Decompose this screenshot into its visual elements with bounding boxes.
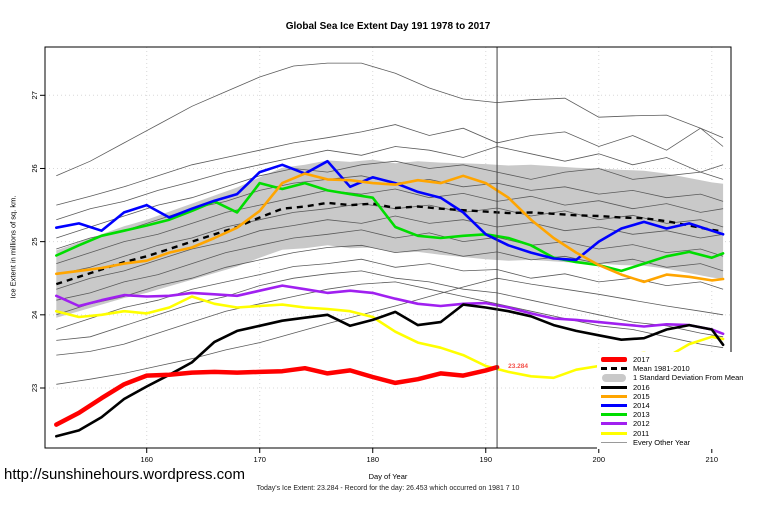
site-url: http://sunshinehours.wordpress.com: [4, 466, 245, 483]
legend-label: Every Other Year: [633, 437, 691, 447]
series-line-2012: [54, 284, 725, 336]
background-year-line: [56, 62, 724, 177]
legend-label: 2013: [633, 410, 650, 420]
background-year-line: [56, 244, 724, 316]
y-axis-label: Ice Extent in millions of sq. km.: [8, 195, 18, 299]
series-line-2013: [54, 181, 725, 273]
legend-item-1-standard-deviation-from-mean: 1 Standard Deviation From Mean: [601, 373, 743, 382]
legend-label: 2015: [633, 391, 650, 401]
background-year-line: [56, 270, 724, 341]
y-tick-label: 23: [30, 384, 39, 392]
legend-label: 2014: [633, 401, 650, 411]
background-year-line: [56, 277, 724, 385]
legend-item-2015: 2015: [601, 392, 743, 401]
legend-item-2017: 2017: [601, 355, 743, 364]
x-tick-label: 170: [253, 455, 266, 464]
background-year-line: [56, 229, 724, 301]
background-year-line: [56, 188, 724, 264]
legend-item-2016: 2016: [601, 383, 743, 392]
legend-label: Mean 1981-2010: [633, 364, 690, 374]
mean-line: [55, 201, 724, 286]
y-tick-label: 27: [30, 91, 39, 99]
background-year-line: [56, 215, 724, 290]
background-year-line: [56, 124, 724, 206]
legend-label: 2012: [633, 419, 650, 429]
legend-label: 2016: [633, 382, 650, 392]
legend-swatch-icon: [601, 385, 627, 389]
legend-swatch-icon: [601, 441, 627, 443]
y-tick-label: 26: [30, 164, 39, 172]
legend: 2017 Mean 1981-2010 1 Standard Deviation F…: [597, 352, 748, 449]
legend-swatch-icon: [601, 394, 627, 398]
x-axis-label: Day of Year: [368, 472, 408, 481]
legend-label: 1 Standard Deviation From Mean: [633, 373, 744, 383]
legend-item-2012: 2012: [601, 419, 743, 428]
legend-item-2011: 2011: [601, 429, 743, 438]
legend-swatch-icon: [601, 422, 627, 426]
legend-item-2014: 2014: [601, 401, 743, 410]
legend-swatch-icon: [601, 413, 627, 417]
series-line-2014: [54, 159, 725, 262]
caption-today-extent: Today's Ice Extent: 23.284 - Record for …: [256, 485, 520, 492]
legend-swatch-icon: [601, 404, 627, 408]
series-line-2017: [54, 364, 500, 427]
legend-swatch-icon: [601, 373, 627, 382]
series-line-2015: [54, 172, 725, 284]
plot-border: [44, 46, 732, 449]
legend-label: 2011: [633, 428, 650, 438]
legend-item-mean-1981-2010: Mean 1981-2010: [601, 364, 743, 373]
x-tick-label: 190: [480, 455, 493, 464]
x-tick-label: 210: [706, 455, 719, 464]
ice-extent-annotation: 23.284: [508, 363, 528, 371]
x-tick-label: 180: [366, 455, 379, 464]
y-tick-label: 25: [30, 237, 39, 245]
legend-item-2013: 2013: [601, 410, 743, 419]
page-title: Global Sea Ice Extent Day 191 1978 to 20…: [285, 21, 491, 32]
legend-swatch-icon: [601, 367, 627, 371]
legend-item-every-other-year: Every Other Year: [601, 438, 743, 447]
x-tick-label: 160: [140, 455, 153, 464]
background-year-line: [56, 281, 724, 356]
x-tick-label: 200: [593, 455, 606, 464]
legend-label: 2017: [633, 355, 650, 365]
legend-swatch-icon: [601, 357, 627, 363]
background-year-line: [56, 160, 724, 239]
background-year-line: [56, 146, 724, 221]
y-tick-label: 24: [30, 311, 39, 319]
legend-swatch-icon: [601, 431, 627, 435]
